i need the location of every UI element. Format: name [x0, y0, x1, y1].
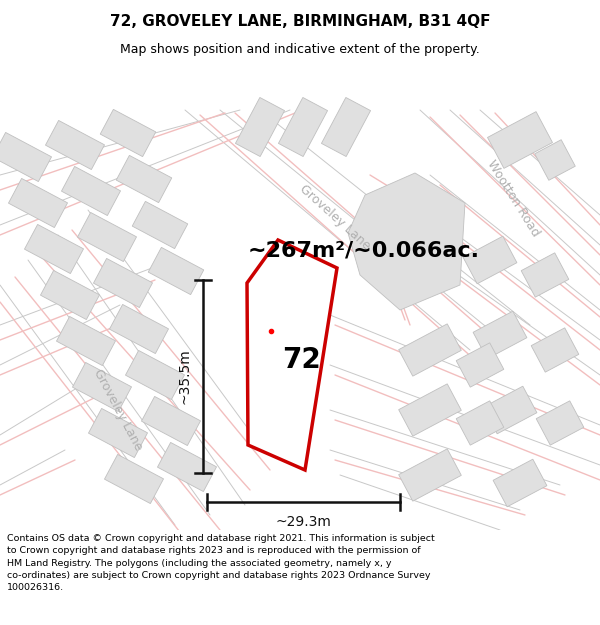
- Text: ~267m²/~0.066ac.: ~267m²/~0.066ac.: [248, 241, 480, 261]
- Polygon shape: [132, 201, 188, 249]
- Text: Contains OS data © Crown copyright and database right 2021. This information is : Contains OS data © Crown copyright and d…: [7, 534, 435, 592]
- Polygon shape: [77, 213, 137, 262]
- Polygon shape: [521, 253, 569, 297]
- Polygon shape: [398, 449, 461, 501]
- Polygon shape: [536, 401, 584, 445]
- Polygon shape: [73, 362, 131, 412]
- Polygon shape: [322, 98, 371, 156]
- Text: Groveley Lane: Groveley Lane: [91, 367, 145, 453]
- Polygon shape: [493, 459, 547, 507]
- Text: ~35.5m: ~35.5m: [178, 349, 192, 404]
- Polygon shape: [488, 112, 553, 168]
- Polygon shape: [157, 442, 217, 492]
- Polygon shape: [94, 258, 152, 308]
- Polygon shape: [46, 121, 104, 169]
- Text: Map shows position and indicative extent of the property.: Map shows position and indicative extent…: [120, 43, 480, 56]
- Polygon shape: [398, 384, 461, 436]
- Polygon shape: [109, 304, 169, 354]
- Polygon shape: [456, 401, 504, 445]
- Polygon shape: [125, 351, 185, 399]
- Polygon shape: [104, 454, 164, 504]
- Polygon shape: [88, 408, 148, 458]
- Polygon shape: [483, 386, 537, 434]
- Polygon shape: [116, 156, 172, 202]
- Polygon shape: [463, 236, 517, 284]
- Polygon shape: [56, 316, 116, 366]
- Text: ~29.3m: ~29.3m: [275, 515, 331, 529]
- Polygon shape: [535, 140, 575, 180]
- Polygon shape: [142, 396, 200, 446]
- Polygon shape: [348, 173, 465, 310]
- Polygon shape: [398, 324, 461, 376]
- Polygon shape: [278, 98, 328, 156]
- Polygon shape: [61, 166, 121, 216]
- Polygon shape: [100, 109, 156, 157]
- Polygon shape: [473, 311, 527, 359]
- Polygon shape: [40, 271, 100, 319]
- Text: 72: 72: [283, 346, 322, 374]
- Polygon shape: [235, 98, 284, 156]
- Text: Wootton Road: Wootton Road: [484, 158, 542, 239]
- Text: Groveley Lane: Groveley Lane: [297, 182, 373, 252]
- Polygon shape: [25, 224, 83, 274]
- Polygon shape: [148, 248, 204, 294]
- Polygon shape: [8, 178, 68, 227]
- Polygon shape: [0, 132, 52, 182]
- Polygon shape: [456, 343, 504, 387]
- Polygon shape: [247, 240, 337, 470]
- Polygon shape: [531, 328, 579, 372]
- Text: 72, GROVELEY LANE, BIRMINGHAM, B31 4QF: 72, GROVELEY LANE, BIRMINGHAM, B31 4QF: [110, 14, 490, 29]
